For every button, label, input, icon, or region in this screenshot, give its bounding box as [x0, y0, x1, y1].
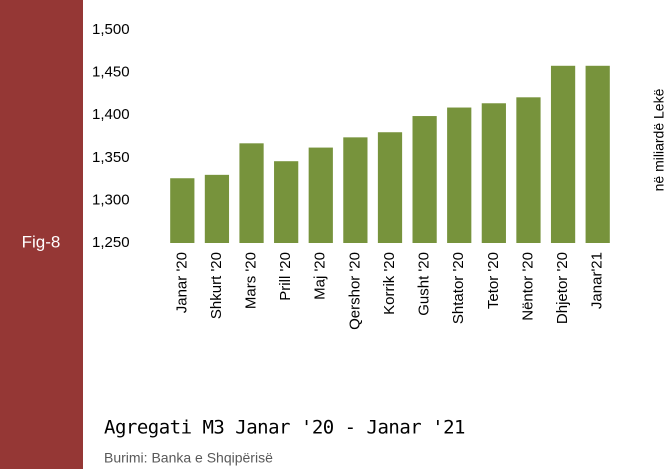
bar	[481, 103, 506, 243]
x-tick-label: Janar '20	[173, 252, 190, 313]
x-tick-label: Qershor '20	[346, 252, 363, 330]
sidebar	[0, 0, 83, 469]
x-tick-label: Mars '20	[243, 252, 260, 309]
y-tick-label: 1,400	[92, 106, 130, 123]
bar	[516, 97, 541, 243]
y-tick-label: 1,300	[92, 191, 130, 208]
bar	[447, 107, 472, 243]
y-tick-label: 1,450	[92, 64, 130, 81]
x-tick-label: Dhjetor '20	[554, 252, 571, 324]
bar	[343, 137, 368, 243]
bar	[170, 178, 195, 243]
x-tick-label: Shkurt '20	[208, 252, 225, 319]
bar	[239, 143, 264, 243]
bar	[204, 174, 230, 243]
x-tick-label: Nëntor '20	[519, 252, 536, 321]
y-tick-label: 1,250	[92, 234, 130, 251]
bar	[585, 65, 610, 243]
x-tick-label: Maj '20	[312, 252, 329, 300]
x-tick-label: Prill '20	[277, 252, 294, 301]
x-tick-label: Shtator '20	[450, 252, 467, 324]
x-tick-label: Korrik '20	[381, 252, 398, 315]
bar	[377, 132, 403, 243]
bar	[550, 65, 576, 243]
chart-title: Agregati M3 Janar '20 - Janar '21	[104, 417, 465, 439]
source: Burimi: Banka e Shqipërisë	[104, 450, 273, 466]
bar	[274, 161, 299, 243]
y-axis-label: në miliardë Lekë	[651, 88, 667, 191]
bar	[412, 116, 437, 243]
y-tick-label: 1,500	[92, 21, 130, 38]
y-tick-label: 1,350	[92, 149, 130, 166]
x-tick-label: Tetor '20	[485, 252, 502, 309]
figure-label: Fig-8	[22, 232, 61, 251]
x-tick-label: Gusht '20	[416, 252, 433, 316]
bar	[308, 147, 333, 243]
x-tick-label: Janar'21	[589, 252, 606, 309]
